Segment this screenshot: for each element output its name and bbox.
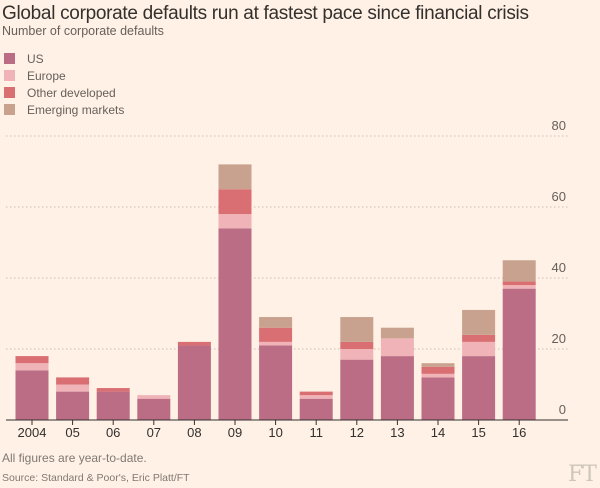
legend-label-other-developed: Other developed [27,85,116,100]
x-tick-label-2004: 2004 [18,425,47,440]
x-tick-label-09: 09 [228,425,242,440]
bar-13-us [380,356,414,420]
bar-16-europe [502,285,536,289]
bar-10-us [259,345,293,420]
footnote: All figures are year-to-date. [2,451,147,465]
bar-11-us [299,398,333,420]
legend-item-us: US [4,50,124,67]
bar-07-us [137,398,171,420]
x-tick-label-08: 08 [187,425,201,440]
bar-15-europe [462,341,496,357]
x-tick-label-16: 16 [512,425,526,440]
legend-swatch-emerging-markets [4,104,15,115]
bar-07-europe [137,395,171,399]
chart-subtitle: Number of corporate defaults [2,24,164,38]
legend-label-us: US [27,51,44,66]
bar-11-europe [299,395,333,399]
bar-12-emerging-markets [340,317,374,342]
bar-12-us [340,359,374,420]
bar-15-us [462,356,496,420]
x-tick-label-14: 14 [431,425,445,440]
y-tick-label-20: 20 [552,331,566,346]
legend-label-europe: Europe [27,68,66,83]
bar-05-us [56,391,90,420]
bar-09-other-developed [218,189,252,215]
bar-14-emerging-markets [421,363,455,367]
bar-10-other-developed [259,327,293,342]
chart-title: Global corporate defaults run at fastest… [2,3,529,24]
bar-2004-us [15,370,49,420]
source-line: Source: Standard & Poor's, Eric Platt/FT [2,472,190,484]
bar-09-europe [218,214,252,229]
legend-swatch-us [4,53,15,64]
bar-10-emerging-markets [259,317,293,328]
legend-label-emerging-markets: Emerging markets [27,102,125,117]
legend-swatch-other-developed [4,87,15,98]
bar-14-us [421,377,455,420]
bar-09-us [218,228,252,420]
bar-16-us [502,288,536,420]
legend-item-europe: Europe [4,67,124,84]
bar-08-other-developed [177,341,211,346]
bar-15-other-developed [462,334,496,342]
legend-item-other-developed: Other developed [4,84,124,101]
bar-15-emerging-markets [462,309,496,335]
bar-16-other-developed [502,281,536,286]
x-tick-label-10: 10 [268,425,282,440]
x-tick-label-07: 07 [147,425,161,440]
bar-08-us [177,345,211,420]
x-tick-label-12: 12 [350,425,364,440]
bar-12-europe [340,349,374,360]
x-tick-label-11: 11 [309,425,323,440]
ft-logo: FT [568,462,597,487]
bar-06-us [96,391,130,420]
bar-16-emerging-markets [502,260,536,282]
bar-2004-europe [15,363,49,371]
bar-12-other-developed [340,341,374,349]
x-tick-label-06: 06 [106,425,120,440]
bar-2004-other-developed [15,356,49,364]
x-tick-label-13: 13 [390,425,404,440]
bar-14-other-developed [421,366,455,374]
x-tick-label-15: 15 [471,425,485,440]
legend-swatch-europe [4,70,15,81]
x-tick-label-05: 05 [65,425,79,440]
y-tick-label-0: 0 [559,402,566,417]
bar-14-europe [421,373,455,378]
legend: US Europe Other developed Emerging marke… [4,50,124,118]
bar-10-europe [259,341,293,346]
bar-05-europe [56,384,90,392]
bar-05-other-developed [56,377,90,385]
bar-13-emerging-markets [380,327,414,339]
y-tick-label-60: 60 [552,189,566,204]
y-tick-label-40: 40 [552,260,566,275]
bar-06-other-developed [96,388,130,392]
y-tick-label-80: 80 [552,118,566,133]
bar-13-europe [380,338,414,357]
bar-09-emerging-markets [218,164,252,190]
bar-11-other-developed [299,391,333,396]
legend-item-emerging-markets: Emerging markets [4,101,124,118]
